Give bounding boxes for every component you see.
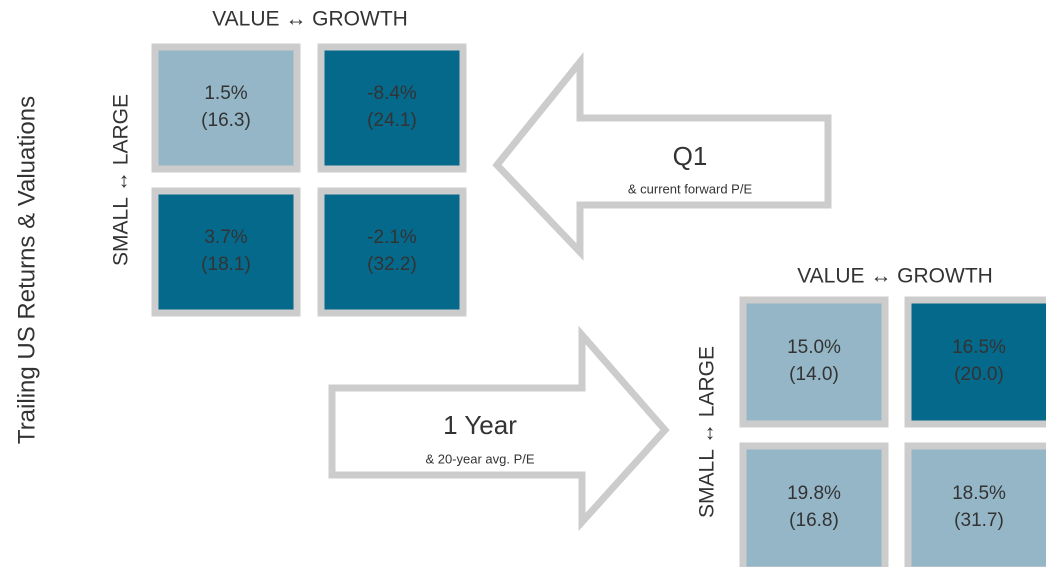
cell-return: 3.7%	[204, 227, 247, 248]
cell-return: 1.5%	[204, 83, 247, 104]
cell-pe: (31.7)	[954, 510, 1004, 531]
cell	[317, 43, 467, 173]
title: Trailing US Returns & Valuations	[13, 96, 40, 444]
arrow-sublabel: & 20-year avg. P/E	[425, 451, 534, 466]
cell	[904, 296, 1046, 428]
cell-pe: (16.3)	[201, 110, 251, 131]
cell	[317, 187, 467, 317]
x-axis-label: VALUE ↔ GROWTH	[212, 8, 408, 31]
cell-return: -2.1%	[367, 227, 417, 248]
cell-pe: (16.8)	[789, 510, 839, 531]
cell-return: 18.5%	[952, 483, 1006, 504]
cell	[151, 187, 301, 317]
cell-pe: (20.0)	[954, 364, 1004, 385]
cell-return: -8.4%	[367, 83, 417, 104]
cell-return: 16.5%	[952, 337, 1006, 358]
cell-pe: (24.1)	[367, 110, 417, 131]
cell-return: 15.0%	[787, 337, 841, 358]
cell	[739, 442, 889, 567]
arrow-right	[328, 325, 670, 532]
y-axis-label: SMALL ↔ LARGE	[110, 94, 133, 266]
cell-pe: (32.2)	[367, 254, 417, 275]
x-axis-label: VALUE ↔ GROWTH	[797, 265, 993, 288]
cell	[739, 296, 889, 428]
cell	[151, 43, 301, 173]
arrow-left	[492, 52, 832, 261]
cell-pe: (14.0)	[789, 364, 839, 385]
arrow-label: 1 Year	[443, 410, 517, 440]
cell-pe: (18.1)	[201, 254, 251, 275]
cell-return: 19.8%	[787, 483, 841, 504]
y-axis-label: SMALL ↔ LARGE	[696, 346, 719, 518]
cell	[904, 442, 1046, 567]
arrow-sublabel: & current forward P/E	[628, 181, 753, 196]
arrow-label: Q1	[673, 141, 708, 171]
